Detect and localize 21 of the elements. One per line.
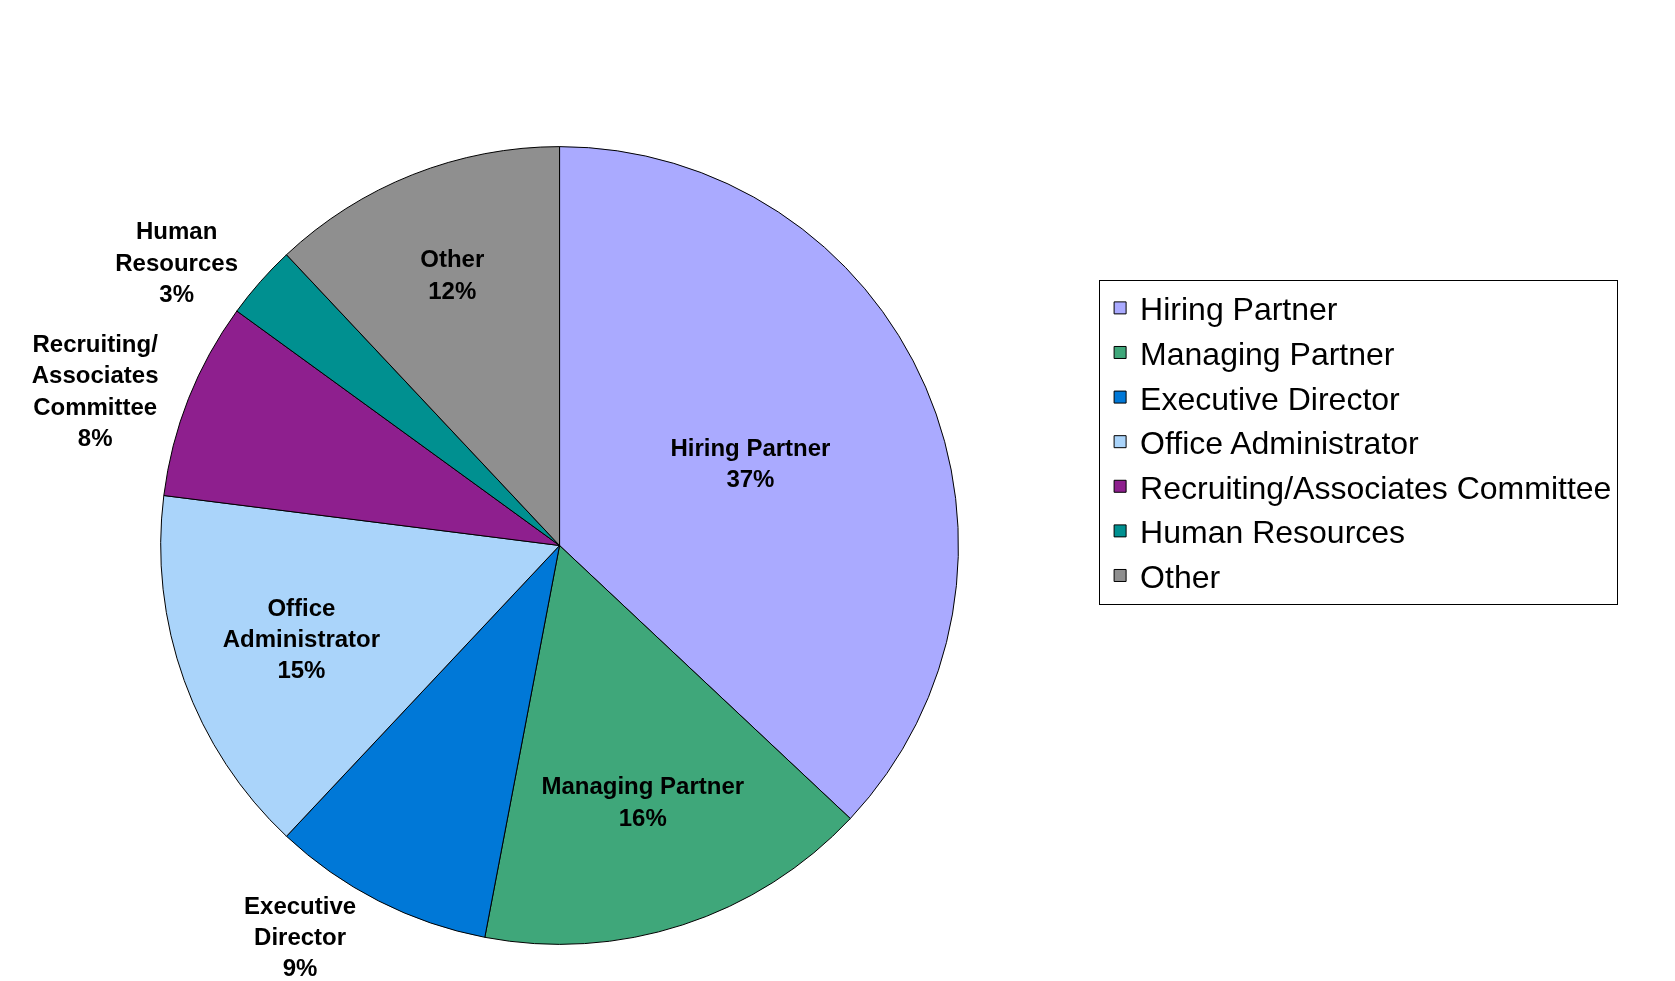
slice-label: Office Administrator <box>222 593 381 652</box>
legend-label: Recruiting/Associates Committee <box>1140 469 1612 506</box>
data-label: 16% <box>618 803 667 831</box>
legend-label: Human Resources <box>1140 514 1406 551</box>
legend-label: Hiring Partner <box>1140 291 1338 328</box>
slice-label: Other <box>420 245 485 273</box>
slice-label: Human Resources <box>115 217 238 276</box>
slice-label: Executive Director <box>244 891 357 950</box>
data-label: 9% <box>282 954 318 981</box>
data-label: 12% <box>428 276 477 304</box>
slice-label: Recruiting/Associates Committee <box>31 330 159 420</box>
legend-label: Managing Partner <box>1140 335 1395 372</box>
data-label: 3% <box>159 279 194 307</box>
data-label: 15% <box>277 656 326 684</box>
legend-label: Executive Director <box>1140 380 1401 417</box>
slice-label: Managing Partner <box>541 772 745 800</box>
data-label: 8% <box>77 423 113 451</box>
data-label: 37% <box>726 465 775 492</box>
legend-label: Office Administrator <box>1140 425 1420 462</box>
slice-label: Hiring Partner <box>670 433 831 461</box>
legend-label: Other <box>1140 558 1221 595</box>
